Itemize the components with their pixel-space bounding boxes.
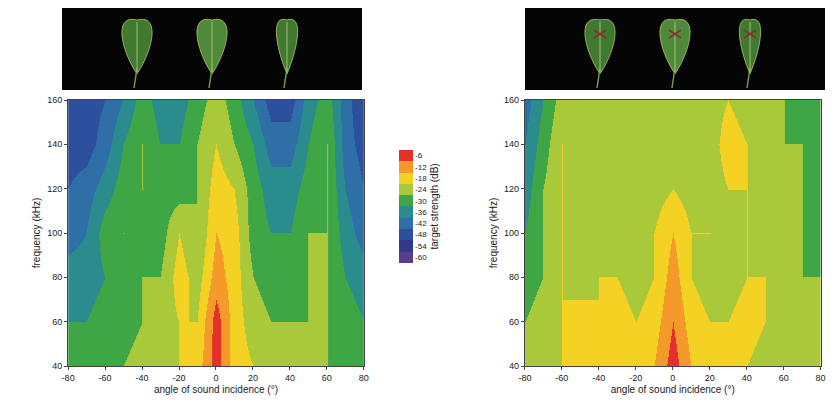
svg-text:40: 40 — [742, 373, 752, 383]
svg-text:-40: -40 — [592, 373, 605, 383]
svg-text:60: 60 — [52, 317, 62, 327]
svg-text:-80: -80 — [62, 373, 75, 383]
svg-text:-30: -30 — [415, 197, 427, 206]
svg-text:140: 140 — [504, 139, 519, 149]
svg-text:20: 20 — [248, 373, 258, 383]
svg-text:120: 120 — [47, 184, 62, 194]
svg-text:-80: -80 — [518, 373, 531, 383]
svg-text:frequency (kHz): frequency (kHz) — [488, 198, 499, 269]
svg-text:80: 80 — [816, 373, 826, 383]
svg-text:0: 0 — [670, 373, 675, 383]
svg-text:-36: -36 — [415, 208, 427, 217]
svg-text:angle of sound incidence (°): angle of sound incidence (°) — [154, 384, 278, 395]
svg-text:40: 40 — [285, 373, 295, 383]
svg-text:100: 100 — [504, 228, 519, 238]
svg-text:-18: -18 — [415, 174, 427, 183]
svg-text:60: 60 — [322, 373, 332, 383]
svg-text:80: 80 — [359, 373, 369, 383]
svg-text:140: 140 — [47, 139, 62, 149]
svg-text:80: 80 — [52, 272, 62, 282]
svg-text:-60: -60 — [555, 373, 568, 383]
svg-text:80: 80 — [509, 272, 519, 282]
svg-text:-20: -20 — [173, 373, 186, 383]
svg-text:-48: -48 — [415, 230, 427, 239]
svg-text:angle of sound incidence (°): angle of sound incidence (°) — [611, 384, 735, 395]
svg-text:120: 120 — [504, 184, 519, 194]
svg-text:-60: -60 — [99, 373, 112, 383]
svg-text:40: 40 — [509, 361, 519, 371]
svg-text:160: 160 — [504, 95, 519, 105]
svg-text:60: 60 — [779, 373, 789, 383]
svg-text:100: 100 — [47, 228, 62, 238]
svg-text:-20: -20 — [629, 373, 642, 383]
svg-text:-24: -24 — [415, 185, 427, 194]
svg-text:-60: -60 — [415, 253, 427, 262]
svg-text:0: 0 — [213, 373, 218, 383]
svg-text:-40: -40 — [136, 373, 149, 383]
svg-text:40: 40 — [52, 361, 62, 371]
svg-text:20: 20 — [705, 373, 715, 383]
svg-text:60: 60 — [509, 317, 519, 327]
svg-text:target strength (dB): target strength (dB) — [429, 163, 440, 249]
svg-text:frequency (kHz): frequency (kHz) — [31, 198, 42, 269]
svg-text:-54: -54 — [415, 242, 427, 251]
svg-text:-12: -12 — [415, 163, 427, 172]
svg-text:-6: -6 — [415, 151, 423, 160]
svg-text:160: 160 — [47, 95, 62, 105]
svg-text:-42: -42 — [415, 219, 427, 228]
